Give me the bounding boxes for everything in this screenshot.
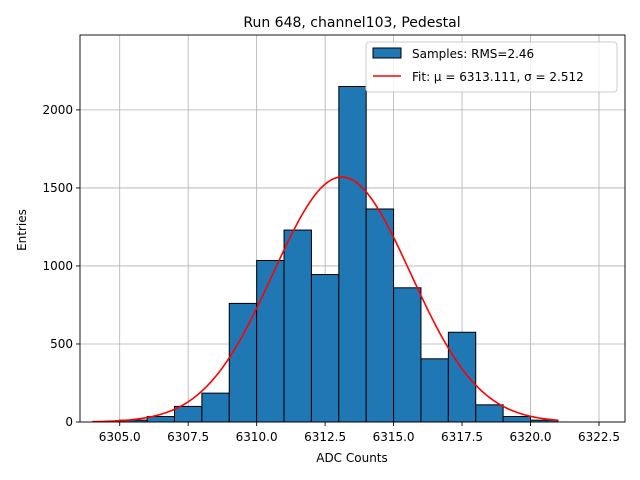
histogram-bar — [310, 274, 340, 423]
x-tick-label: 6307.5 — [167, 430, 209, 444]
x-axis-label: ADC Counts — [316, 451, 388, 465]
legend-samples-swatch — [372, 47, 402, 59]
y-axis-label: Entries — [15, 209, 29, 251]
fit-curve — [92, 176, 558, 423]
histogram-bar — [173, 405, 203, 423]
histogram-bar — [393, 287, 422, 423]
x-tick-label: 6312.5 — [304, 430, 346, 444]
histogram-bar — [420, 358, 449, 423]
histogram-bar — [502, 416, 532, 423]
x-tick-label: 6310.0 — [236, 430, 278, 444]
y-tick-label: 0 — [65, 415, 73, 429]
legend-samples-label: Samples: RMS=2.46 — [412, 47, 534, 61]
histogram-bar — [475, 404, 504, 423]
x-tick-label: 6315.0 — [373, 430, 415, 444]
histogram-bar — [365, 208, 395, 423]
histogram-bar — [338, 85, 367, 423]
x-tick-label: 6305.0 — [99, 430, 141, 444]
histogram-bars — [119, 85, 559, 423]
histogram-bar — [283, 229, 312, 423]
x-tick-label: 6320.0 — [510, 430, 552, 444]
histogram-bar — [228, 302, 258, 423]
legend-fit-label: Fit: μ = 6313.111, σ = 2.512 — [412, 70, 584, 84]
y-tick-label: 1000 — [42, 259, 73, 273]
y-tick-label: 1500 — [42, 181, 73, 195]
legend-box — [365, 41, 618, 93]
plot-frame — [79, 34, 626, 423]
y-tick-label: 2000 — [42, 103, 73, 117]
chart-title: Run 648, channel103, Pedestal — [243, 15, 460, 31]
legend: Samples: RMS=2.46 Fit: μ = 6313.111, σ =… — [365, 41, 618, 93]
x-tick-label: 6317.5 — [441, 430, 483, 444]
x-axis-ticks: 6305.0 6307.5 6310.0 6312.5 6315.0 6317.5 6320… — [99, 422, 620, 444]
y-axis-ticks: 0 500 1000 1500 2000 — [42, 103, 80, 429]
x-tick-label: 6322.5 — [578, 430, 620, 444]
y-tick-label: 500 — [50, 337, 73, 351]
histogram-bar — [256, 259, 285, 423]
histogram-bar — [447, 331, 477, 423]
histogram-bar — [201, 392, 230, 423]
